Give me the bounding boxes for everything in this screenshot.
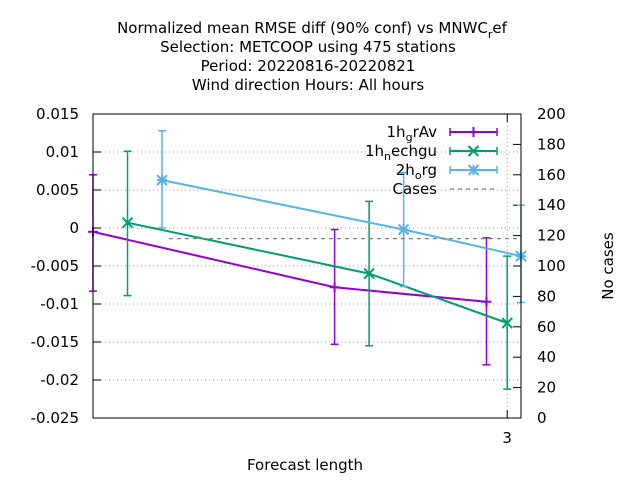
series-line xyxy=(161,179,522,258)
y2-tick-label: 200 xyxy=(537,105,566,123)
y2-tick-label: 160 xyxy=(537,166,566,184)
point-marker-d2 xyxy=(363,267,375,280)
y-tick-label: 0 xyxy=(69,219,79,237)
legend-label: Cases xyxy=(392,180,437,198)
title-line-4: Wind direction Hours: All hours xyxy=(192,76,424,94)
y-tick-label: -0.02 xyxy=(40,371,79,389)
chart-title: Normalized mean RMSE diff (90% conf) vs … xyxy=(117,19,508,94)
legend-item: Cases xyxy=(392,180,497,198)
y2-tick-label: 80 xyxy=(537,287,556,305)
y2-tick-label: 40 xyxy=(537,348,556,366)
x-axis-ticks: 3 xyxy=(502,114,512,447)
y2-tick-label: 60 xyxy=(537,318,556,336)
y2-tick-label: 100 xyxy=(537,257,566,275)
legend-label: 1hnechgu xyxy=(365,142,437,163)
title-line-3: Period: 20220816-20220821 xyxy=(201,57,416,75)
y2-tick-label: 0 xyxy=(537,409,547,427)
series-2h-org xyxy=(156,129,527,304)
point-marker-d2 xyxy=(121,216,134,229)
series-line xyxy=(92,230,487,303)
x-tick-label: 3 xyxy=(502,429,512,447)
y2-tick-label: 120 xyxy=(537,227,566,245)
y-tick-label: -0.025 xyxy=(31,409,79,427)
y2-tick-label: 20 xyxy=(537,379,556,397)
legend-item: 1hgrAv xyxy=(387,123,498,144)
plot-frame xyxy=(92,113,522,419)
series-1h-grav xyxy=(88,174,492,366)
y2-axis-ticks: 0 20 40 60 80 100 120 140 160 180 200 xyxy=(513,105,566,427)
y-tick-label: -0.015 xyxy=(31,333,79,351)
point-marker-d2 xyxy=(156,174,168,186)
point-marker-d2 xyxy=(467,145,480,157)
legend-item: 1hnechgu xyxy=(365,142,498,163)
x-axis-label: Forecast length xyxy=(247,456,363,474)
legend-label: 2horg xyxy=(396,161,437,182)
point-marker-d2 xyxy=(397,223,410,236)
series-1h-nechgu xyxy=(121,150,513,390)
point-marker-d2 xyxy=(467,164,480,176)
series-line xyxy=(127,221,508,324)
legend-item: 2horg xyxy=(396,161,498,182)
y2-tick-label: 140 xyxy=(537,196,566,214)
y-tick-label: 0.015 xyxy=(36,105,79,123)
legend-label: 1hgrAv xyxy=(387,123,438,144)
y2-tick-label: 180 xyxy=(537,135,566,153)
title-line-2: Selection: METCOOP using 475 stations xyxy=(160,38,456,56)
y-tick-label: -0.005 xyxy=(31,257,79,275)
title-line-1: Normalized mean RMSE diff (90% conf) vs … xyxy=(117,19,508,41)
point-marker-d2 xyxy=(501,317,513,329)
y-tick-label: 0.01 xyxy=(46,143,79,161)
y2-axis-label: No cases xyxy=(599,232,617,300)
y-tick-label: 0.005 xyxy=(36,181,79,199)
y-axis-ticks: -0.025 -0.02 -0.015 -0.01 -0.005 0 0.005 0.01 0.… xyxy=(31,105,101,427)
y-tick-label: -0.01 xyxy=(40,295,79,313)
grid-lines xyxy=(93,114,521,418)
